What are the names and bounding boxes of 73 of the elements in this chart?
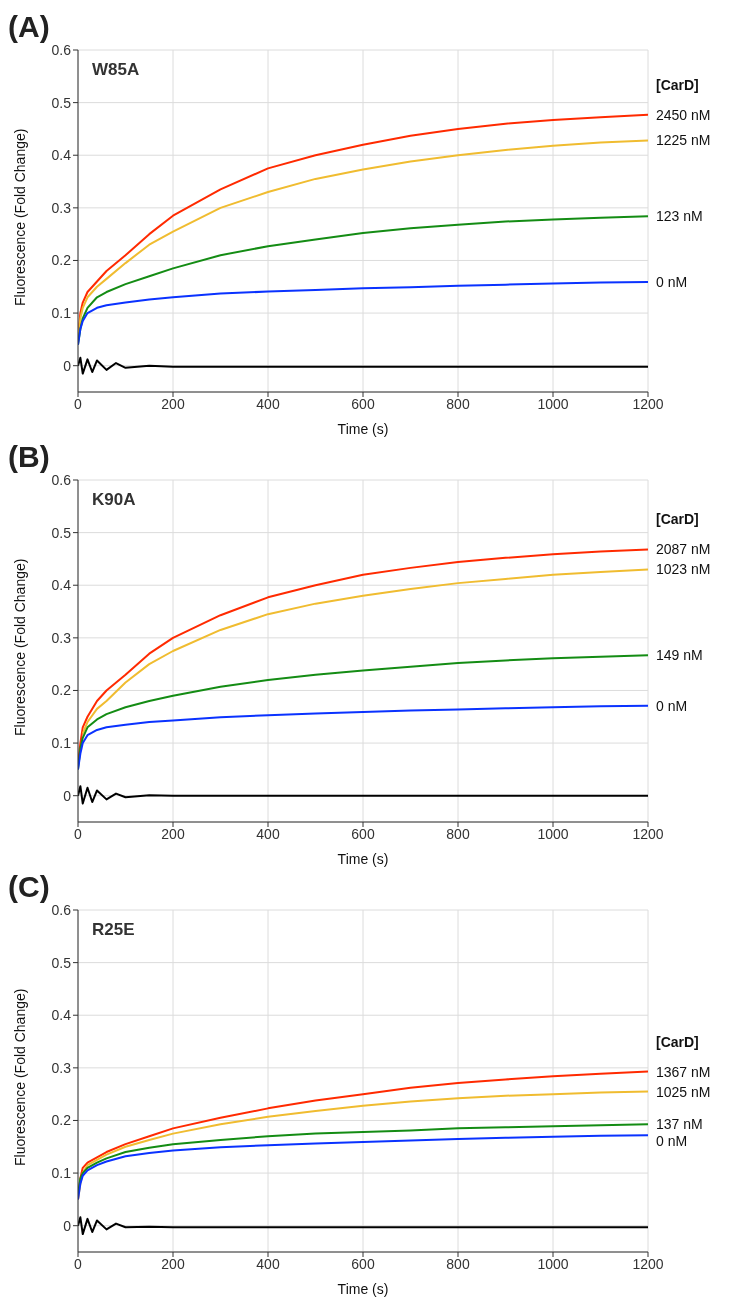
x-tick-label: 600 xyxy=(351,1255,375,1272)
y-tick-label: 0.1 xyxy=(51,305,72,322)
x-tick-label: 1200 xyxy=(632,825,664,842)
y-axis-title: Fluorescence (Fold Change) xyxy=(11,988,28,1166)
x-tick-label: 200 xyxy=(161,395,185,412)
y-tick-label: 0.1 xyxy=(51,735,72,752)
legend-title: [CarD] xyxy=(656,76,699,93)
y-tick-label: 0.3 xyxy=(51,629,72,646)
x-tick-label: 1200 xyxy=(632,395,664,412)
x-tick-label: 0 xyxy=(74,395,83,412)
x-axis-title: Time (s) xyxy=(337,851,389,867)
y-tick-label: 0.6 xyxy=(51,471,72,488)
line-series xyxy=(81,568,648,735)
y-tick-label: 0 xyxy=(63,357,72,374)
chart-title: (C) xyxy=(8,870,50,904)
y-axis-title: Fluorescence (Fold Change) xyxy=(11,128,28,306)
y-tick-label: 0 xyxy=(63,787,72,804)
y-tick-label: 0 xyxy=(63,1217,72,1234)
series-label: 1025 nM xyxy=(656,1083,711,1100)
y-tick-label: 0.4 xyxy=(51,1007,72,1024)
series-label: 2450 nM xyxy=(656,106,711,123)
x-axis-title: Time (s) xyxy=(337,1281,389,1297)
text: R25E xyxy=(92,920,135,940)
series-label: 1023 nM xyxy=(656,561,711,578)
x-tick-label: 200 xyxy=(161,1255,185,1272)
chart-title: (B) xyxy=(8,440,50,474)
chart-title: (A) xyxy=(8,10,50,44)
legend-title: [CarD] xyxy=(656,1033,699,1050)
y-tick-label: 0.3 xyxy=(51,1059,72,1076)
line-series xyxy=(78,785,648,805)
x-tick-label: 800 xyxy=(446,825,470,842)
y-tick-label: 0.6 xyxy=(51,41,72,58)
series-label: 1225 nM xyxy=(656,132,711,149)
line-series xyxy=(78,1216,648,1236)
x-tick-label: 400 xyxy=(256,395,280,412)
y-tick-label: 0.2 xyxy=(51,682,72,699)
series-label: 2087 nM xyxy=(656,541,711,558)
x-tick-label: 1200 xyxy=(632,1255,664,1272)
text: W85A xyxy=(92,60,140,80)
x-tick-label: 0 xyxy=(74,1255,83,1272)
series-label: 0 nM xyxy=(656,274,688,291)
x-tick-label: 600 xyxy=(351,395,375,412)
y-tick-label: 0.5 xyxy=(51,954,72,971)
text: K90A xyxy=(92,490,136,510)
y-tick-label: 0.1 xyxy=(51,1165,72,1182)
y-tick-label: 0.2 xyxy=(51,252,72,269)
y-tick-label: 0.4 xyxy=(51,577,72,594)
series-label: 123 nM xyxy=(656,208,703,225)
line-series xyxy=(78,356,648,375)
y-axis-title: Fluorescence (Fold Change) xyxy=(11,558,28,736)
series-label: 149 nM xyxy=(656,647,703,664)
series-label: 137 nM xyxy=(656,1116,703,1133)
y-tick-label: 0.5 xyxy=(51,524,72,541)
x-tick-label: 600 xyxy=(351,825,375,842)
x-tick-label: 200 xyxy=(161,825,185,842)
x-tick-label: 800 xyxy=(446,1255,470,1272)
series-label: 1367 nM xyxy=(656,1063,711,1080)
x-tick-label: 400 xyxy=(256,825,280,842)
x-tick-label: 1000 xyxy=(537,825,569,842)
x-tick-label: 1000 xyxy=(537,1255,569,1272)
y-tick-label: 0.5 xyxy=(51,94,72,111)
x-tick-label: 400 xyxy=(256,1255,280,1272)
legend-title: [CarD] xyxy=(656,511,699,528)
y-tick-label: 0.4 xyxy=(51,147,72,164)
y-tick-label: 0.2 xyxy=(51,1112,72,1129)
y-tick-label: 0.3 xyxy=(51,199,72,216)
series-label: 0 nM xyxy=(656,1133,688,1150)
x-tick-label: 800 xyxy=(446,395,470,412)
x-tick-label: 1000 xyxy=(537,395,569,412)
y-tick-label: 0.6 xyxy=(51,901,72,918)
x-tick-label: 0 xyxy=(74,825,83,842)
x-axis-title: Time (s) xyxy=(337,421,389,437)
series-label: 0 nM xyxy=(656,697,688,714)
